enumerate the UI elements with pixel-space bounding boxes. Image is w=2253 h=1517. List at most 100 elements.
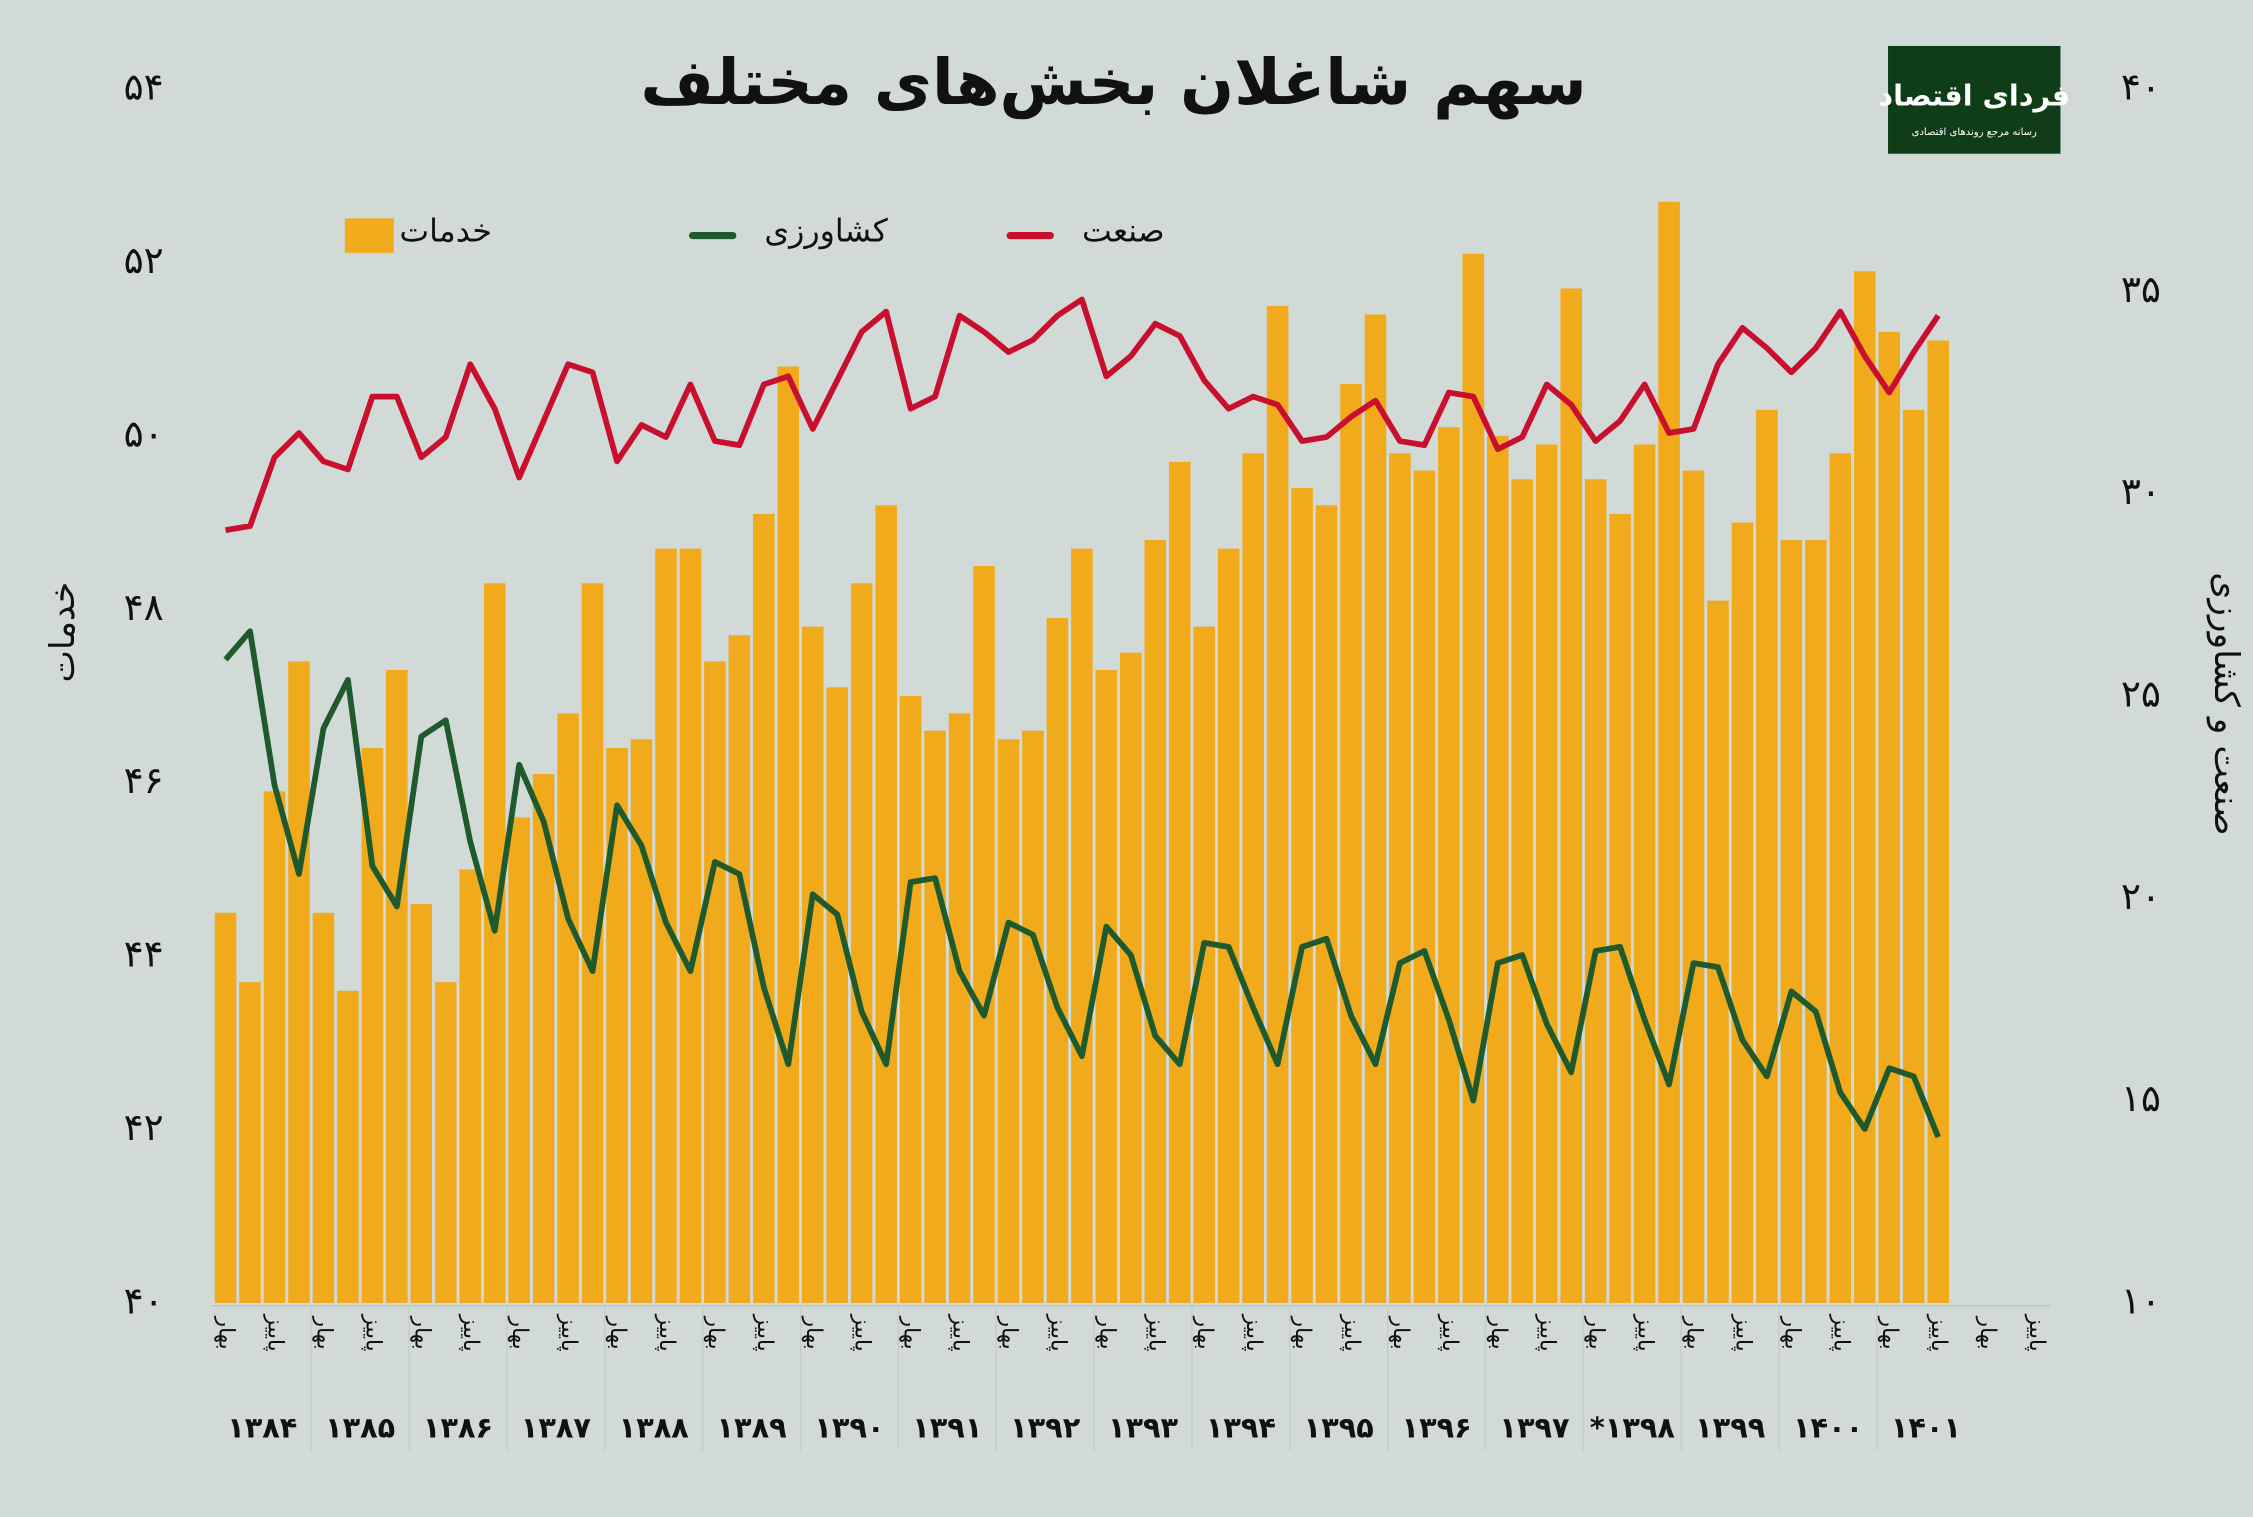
y-tick-label: ۴۲ xyxy=(124,1105,164,1149)
bar xyxy=(361,748,384,1303)
bar xyxy=(1902,409,1925,1303)
x-tick-label: بهار xyxy=(214,1316,239,1350)
x-tick-label: پاییز xyxy=(556,1314,581,1352)
year-label: ۱۳۸۸ xyxy=(619,1410,690,1444)
bar xyxy=(557,713,579,1303)
bar xyxy=(581,583,604,1303)
bar xyxy=(1633,444,1656,1303)
y2-tick-label: ۱۰ xyxy=(2121,1278,2161,1322)
bar xyxy=(263,791,286,1303)
bar xyxy=(1878,331,1901,1303)
year-label: ۱۳۹۷ xyxy=(1499,1410,1570,1444)
bar xyxy=(728,635,751,1303)
x-tick-label: پاییز xyxy=(948,1314,973,1352)
year-label: ۱۳۸۹ xyxy=(717,1410,787,1444)
bar xyxy=(850,583,873,1303)
bar xyxy=(973,565,995,1303)
bar xyxy=(1805,539,1827,1303)
x-tick-label: بهار xyxy=(899,1316,924,1350)
bar xyxy=(1609,513,1631,1303)
x-tick-label: پاییز xyxy=(1045,1314,1070,1352)
bar xyxy=(1144,539,1167,1303)
bar xyxy=(1780,539,1803,1303)
bar xyxy=(1438,427,1460,1303)
year-label: ۱۳۹۴ xyxy=(1206,1410,1276,1444)
x-tick-label: پاییز xyxy=(263,1314,288,1352)
bar xyxy=(1364,314,1387,1303)
bar xyxy=(312,912,335,1303)
year-label: ۱۳۹۶ xyxy=(1402,1410,1472,1444)
x-tick-label: بهار xyxy=(1584,1316,1609,1350)
bar xyxy=(924,730,946,1303)
y2-tick-label: ۳۰ xyxy=(2121,469,2161,513)
bar xyxy=(459,869,482,1303)
x-tick-label: بهار xyxy=(801,1316,826,1350)
year-label: ۱۳۹۵ xyxy=(1304,1410,1374,1444)
x-tick-label: پاییز xyxy=(1535,1314,1560,1352)
x-tick-label: بهار xyxy=(409,1316,434,1350)
year-label: *۱۳۹۸ xyxy=(1590,1410,1676,1444)
bar xyxy=(1731,522,1754,1303)
bar xyxy=(753,513,775,1303)
x-tick-label: پاییز xyxy=(1143,1314,1168,1352)
bar xyxy=(1413,470,1436,1303)
x-tick-label: بهار xyxy=(1779,1316,1804,1350)
bar xyxy=(1584,479,1607,1303)
x-tick-label: بهار xyxy=(703,1316,728,1350)
y-tick-label: ۴۴ xyxy=(124,932,164,976)
y2-tick-label: ۲۵ xyxy=(2121,672,2161,716)
bar xyxy=(1756,409,1778,1303)
bar xyxy=(1168,461,1191,1303)
x-tick-label: پاییز xyxy=(360,1314,385,1352)
x-tick-label: پاییز xyxy=(850,1314,875,1352)
y-tick-label: ۵۲ xyxy=(124,238,164,282)
bar xyxy=(997,739,1020,1303)
x-tick-label: بهار xyxy=(1486,1316,1511,1350)
year-label: ۱۳۹۳ xyxy=(1108,1410,1179,1444)
y2-tick-label: ۴۰ xyxy=(2121,65,2161,109)
bar xyxy=(1511,479,1534,1303)
bar xyxy=(239,982,261,1303)
x-tick-label: پاییز xyxy=(458,1314,483,1352)
x-tick-label: بهار xyxy=(1682,1316,1707,1350)
bar xyxy=(1315,505,1338,1303)
year-label: ۱۳۹۰ xyxy=(814,1410,884,1444)
y2-tick-label: ۳۵ xyxy=(2121,267,2161,311)
x-tick-label: پاییز xyxy=(1339,1314,1364,1352)
y-tick-label: ۵۴ xyxy=(124,65,164,109)
bar xyxy=(1927,340,1949,1303)
year-label: ۱۳۸۷ xyxy=(521,1410,592,1444)
bar xyxy=(899,696,922,1303)
bar xyxy=(1487,435,1509,1303)
x-tick-label: بهار xyxy=(996,1316,1021,1350)
legend-label: خدمات xyxy=(399,214,491,250)
bar xyxy=(410,904,433,1303)
x-tick-label: بهار xyxy=(507,1316,532,1350)
bar xyxy=(679,548,702,1303)
y2-axis-label: صنعت و کشاورزی xyxy=(2206,572,2246,835)
x-tick-label: بهار xyxy=(1094,1316,1119,1350)
bar xyxy=(214,912,237,1303)
year-label: ۱۳۹۲ xyxy=(1010,1410,1081,1444)
x-tick-label: پاییز xyxy=(1730,1314,1755,1352)
x-tick-label: پاییز xyxy=(1633,1314,1658,1352)
bar xyxy=(777,366,800,1303)
x-tick-label: بهار xyxy=(1388,1316,1413,1350)
logo-box xyxy=(1888,45,2061,154)
bar xyxy=(1535,444,1558,1303)
year-label: ۱۴۰۰ xyxy=(1793,1410,1863,1444)
y-tick-label: ۴۰ xyxy=(124,1278,164,1322)
bar xyxy=(1829,453,1852,1303)
y-tick-label: ۵۰ xyxy=(124,411,164,455)
bar xyxy=(1046,617,1069,1303)
year-label: ۱۳۸۵ xyxy=(325,1410,395,1444)
x-tick-label: بهار xyxy=(1877,1316,1902,1350)
y-axis-label: خدمات xyxy=(43,582,83,683)
bar xyxy=(1217,548,1240,1303)
chart-title: سهم شاغلان بخش‌های مختلف xyxy=(640,45,1586,120)
bar xyxy=(1095,669,1118,1303)
bar xyxy=(801,626,824,1303)
bar xyxy=(1462,253,1485,1303)
